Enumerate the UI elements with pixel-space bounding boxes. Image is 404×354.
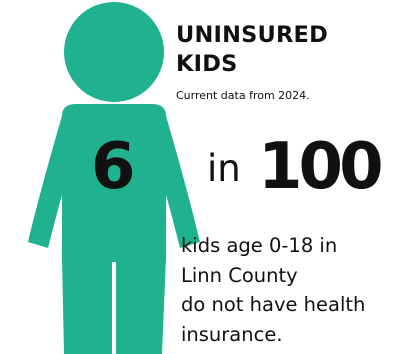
child-figure-left-leg bbox=[62, 258, 112, 354]
child-figure-head bbox=[64, 2, 164, 102]
stat-count: 6 bbox=[91, 130, 135, 204]
stat-total: 100 bbox=[258, 130, 384, 204]
description: kids age 0-18 in Linn County do not have… bbox=[181, 231, 403, 349]
description-line-2: Linn County bbox=[181, 263, 298, 287]
child-figure-torso bbox=[62, 104, 166, 262]
subtitle: Current data from 2024. bbox=[176, 89, 310, 102]
description-line-1: kids age 0-18 in bbox=[181, 234, 338, 257]
description-line-3: do not have health bbox=[181, 293, 366, 316]
headline-line-1: UNINSURED bbox=[176, 22, 328, 48]
child-figure-right-leg bbox=[116, 258, 166, 354]
headline: UNINSURED KIDS bbox=[176, 21, 328, 79]
stat-connector: in bbox=[207, 147, 241, 190]
headline-line-2: KIDS bbox=[176, 51, 238, 77]
description-line-4: insurance. bbox=[181, 322, 283, 346]
